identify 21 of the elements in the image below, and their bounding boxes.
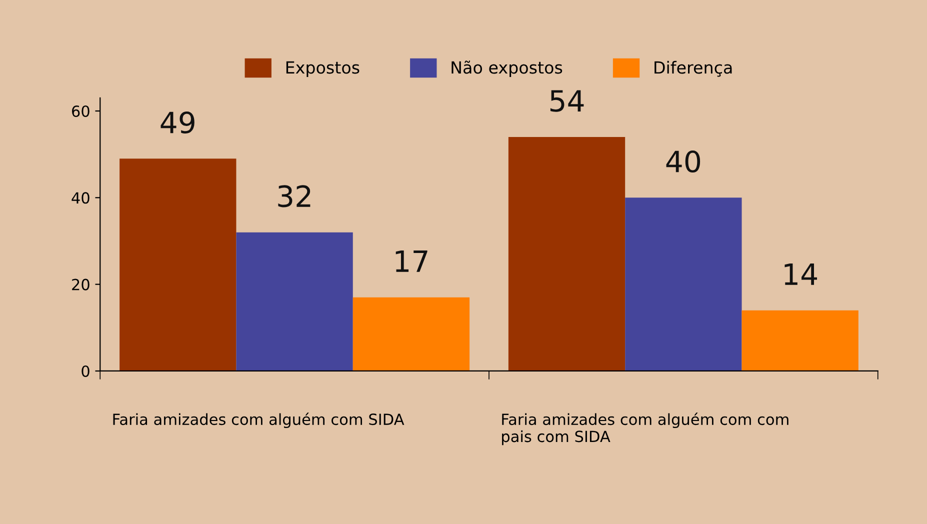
bar [236, 232, 353, 371]
bar [625, 198, 742, 371]
bar [352, 297, 470, 371]
data-label: 17 [396, 250, 428, 272]
x-tick-label: Faria amizades com alguém com com pais com SIDA [502, 412, 788, 446]
legend-label: Expostos [286, 61, 360, 78]
data-label: 49 [160, 112, 194, 134]
y-tick-label: 20 [72, 278, 90, 290]
bar [508, 136, 626, 371]
y-tick-label: 40 [72, 192, 90, 204]
data-label: 32 [278, 185, 310, 208]
bar [742, 310, 858, 371]
legend-label: Não expostos [452, 60, 562, 78]
x-tick-label: Faria amizades com alguém com SIDA [113, 412, 404, 428]
bar [120, 158, 236, 371]
data-label: 40 [666, 150, 700, 173]
legend-label: Diferença [654, 60, 732, 77]
data-label: 14 [784, 264, 818, 285]
y-tick-label: 0 [82, 365, 90, 378]
data-label: 54 [550, 90, 584, 112]
y-tick-label: 60 [72, 105, 90, 118]
